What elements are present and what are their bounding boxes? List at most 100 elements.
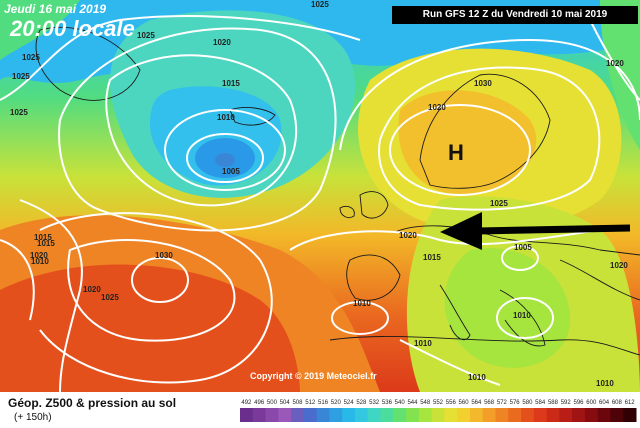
isobar-label: 1020: [399, 231, 417, 240]
isobar-1010-iberia: [331, 301, 389, 335]
isobar-label: 1015: [34, 233, 52, 242]
isobar-1020-azores: [39, 212, 273, 384]
scale-swatch: [572, 408, 586, 422]
isobar-label: 1015: [222, 79, 240, 88]
scale-swatch: [240, 408, 254, 422]
isobar-label: 1025: [311, 0, 329, 9]
isobar-label: 1025: [137, 31, 155, 40]
isobar-1025-azores: [67, 239, 236, 342]
isobar-label: 1010: [513, 311, 531, 320]
color-scale: 492 496 500 504 508 512 516 520 524 528 532 536 540 5…: [240, 400, 637, 422]
isobar-label: 1030: [474, 79, 492, 88]
isobar-label: 1010: [353, 299, 371, 308]
scale-tick-label: 540: [395, 400, 406, 406]
arrow-head: [440, 212, 482, 250]
scale-tick-label: 604: [599, 400, 610, 406]
arrow-shaft: [477, 224, 631, 235]
scale-swatch: [406, 408, 420, 422]
isobar-1010-west: [0, 239, 35, 321]
scale-tick-label: 612: [625, 400, 636, 406]
isobar-label: 1015: [37, 239, 55, 248]
scale-tick-label: 524: [344, 400, 355, 406]
isobar-1015-europe: [289, 229, 601, 251]
isobar-1025-high: [378, 66, 601, 211]
scale-tick-label: 496: [254, 400, 265, 406]
isobar-1030-high: [389, 104, 531, 196]
isobar-label: 1005: [222, 167, 240, 176]
isobar-label: 1010: [31, 257, 49, 266]
scale-swatch: [265, 408, 279, 422]
scale-tick-label: 576: [510, 400, 521, 406]
z500-balkans: [444, 248, 570, 368]
scale-swatch: [342, 408, 356, 422]
scale-swatch: [559, 408, 573, 422]
scale-tick-label: 592: [561, 400, 572, 406]
scale-tick-label: 504: [280, 400, 291, 406]
scale-tick-label: 560: [459, 400, 470, 406]
scale-tick-label: 508: [292, 400, 303, 406]
isobar-1020-low: [58, 27, 337, 232]
isobar-label: 1015: [423, 253, 441, 262]
isobar-label: 1025: [101, 293, 119, 302]
isobar-1020-high: [339, 38, 640, 151]
copyright-label: Copyright © 2019 Meteociel.fr: [250, 371, 377, 381]
scale-tick-label: 588: [548, 400, 559, 406]
isobar-label: 1025: [490, 199, 508, 208]
scale-swatch: [623, 408, 637, 422]
isobars: [0, 15, 640, 392]
isobar-label: 1020: [213, 38, 231, 47]
scale-swatch: [329, 408, 343, 422]
iberia-outline: [346, 254, 401, 301]
isobar-label: 1025: [12, 72, 30, 81]
scale-tick-label: 608: [612, 400, 623, 406]
scale-tick-label: 492: [241, 400, 252, 406]
scale-swatch: [393, 408, 407, 422]
isobar-label: 1020: [428, 103, 446, 112]
scale-swatch: [444, 408, 458, 422]
annotation-arrow: [440, 212, 631, 250]
scale-tick-label: 572: [497, 400, 508, 406]
isobar-1020-ne: [589, 19, 640, 101]
iceland-outline: [229, 107, 276, 126]
isobar-label: 1020: [606, 59, 624, 68]
scale-swatch: [521, 408, 535, 422]
scale-swatch: [508, 408, 522, 422]
scale-tick-label: 516: [318, 400, 329, 406]
scale-swatch: [354, 408, 369, 422]
isobar-label: 1020: [30, 251, 48, 260]
high-pressure-label: H: [448, 140, 464, 165]
scale-swatch: [610, 408, 624, 422]
isobar-1010-south: [399, 339, 501, 386]
scale-swatch: [380, 408, 394, 422]
scale-swatch: [291, 408, 305, 422]
scandinavia-outline: [419, 73, 551, 189]
isobar-1005-europe: [501, 245, 539, 271]
scale-tick-label: 564: [471, 400, 482, 406]
black-sea-coast: [559, 259, 640, 301]
scale-swatch: [278, 408, 292, 422]
britain-outline: [359, 191, 389, 219]
forecast-date: Jeudi 16 mai 2019: [4, 2, 107, 16]
isobar-label: 1025: [22, 53, 40, 62]
scale-tick-label: 532: [369, 400, 380, 406]
scale-tick-label: 544: [407, 400, 418, 406]
scale-swatch: [597, 408, 611, 422]
isobar-label: 1010: [596, 379, 614, 388]
scale-tick-label: 552: [433, 400, 444, 406]
scale-tick-label: 556: [446, 400, 457, 406]
scale-tick-label: 512: [305, 400, 316, 406]
weather-map: 1025 1025 1020 1015 1010 1005 1025 1020 …: [0, 0, 640, 392]
isobar-1025-north: [0, 15, 361, 101]
italy-outline: [439, 284, 471, 341]
isobar-label: 1010: [217, 113, 235, 122]
isobar-label: 1010: [468, 373, 486, 382]
scale-swatch: [482, 408, 496, 422]
scale-swatch: [316, 408, 330, 422]
scale-tick-label: 596: [574, 400, 585, 406]
scale-tick-label: 500: [267, 400, 278, 406]
isobar-label: 1020: [83, 285, 101, 294]
isobar-1030-azores: [131, 257, 189, 303]
forecast-time: 20:00 locale: [10, 16, 135, 41]
scale-swatch: [533, 408, 548, 422]
isobar-1015-low: [105, 54, 298, 207]
